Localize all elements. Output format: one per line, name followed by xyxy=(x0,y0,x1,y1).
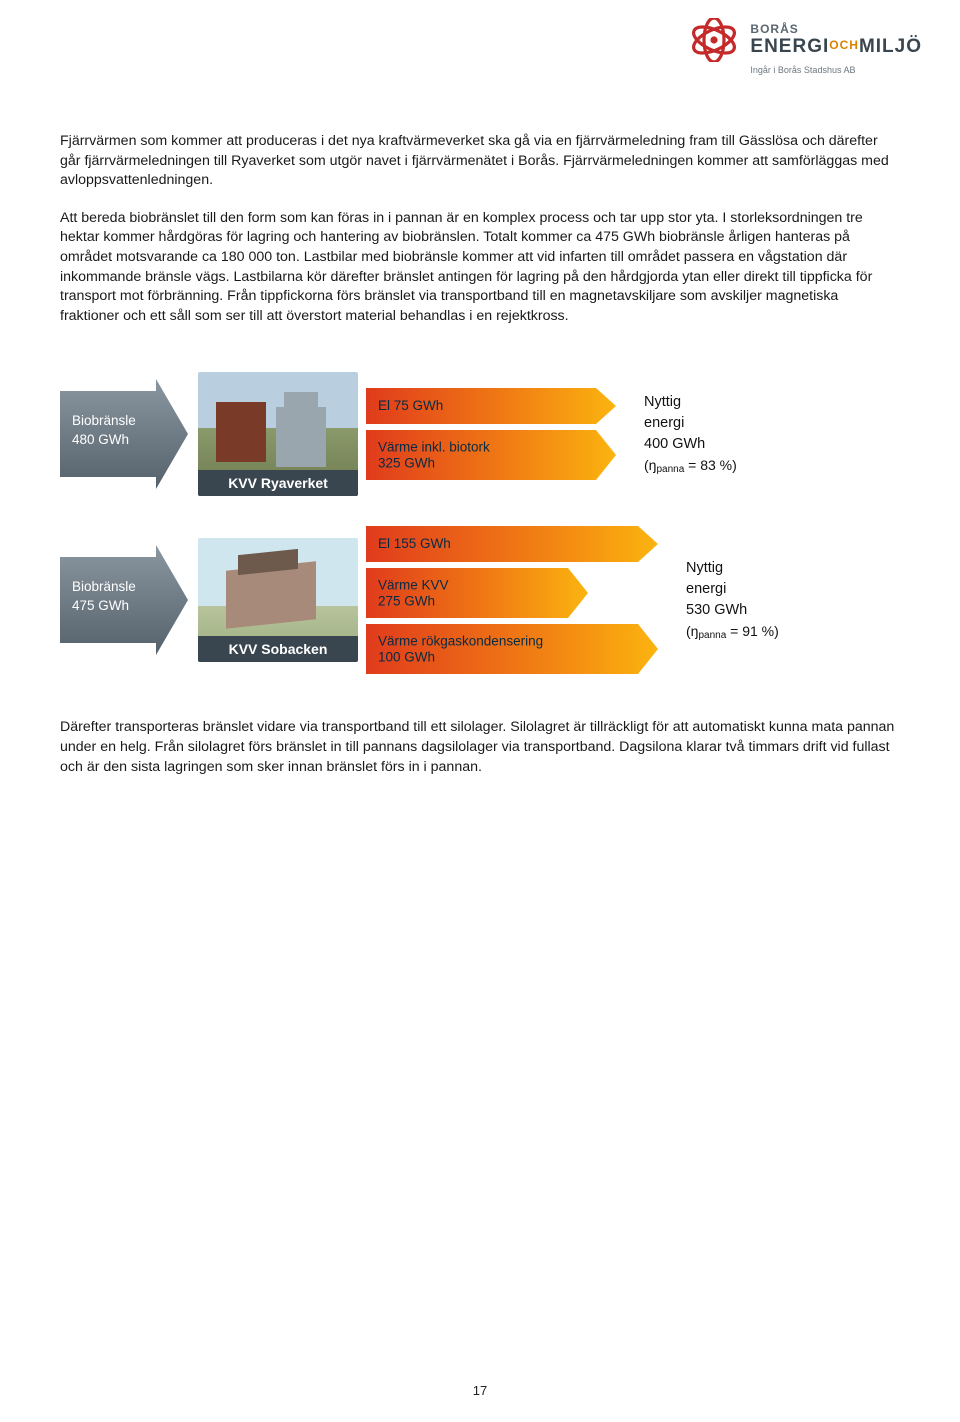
flow-row: Biobränsle475 GWh KVV Sobacken El 155 GWh… xyxy=(60,526,900,674)
brand-logo: BORÅS ENERGIOCHMILJÖ Ingår i Borås Stads… xyxy=(688,18,922,75)
body-text: Fjärrvärmen som kommer att produceras i … xyxy=(60,132,900,326)
output-arrow-label: Värme rökgaskondensering100 GWh xyxy=(378,634,543,665)
page-number: 17 xyxy=(0,1383,960,1398)
page: BORÅS ENERGIOCHMILJÖ Ingår i Borås Stads… xyxy=(0,0,960,1422)
paragraph-1: Fjärrvärmen som kommer att produceras i … xyxy=(60,132,900,191)
result-text: Nyttigenergi530 GWh(ŋpanna = 91 %) xyxy=(686,558,779,644)
brand-logo-line2: ENERGIOCHMILJÖ xyxy=(750,36,922,58)
result-text: Nyttigenergi400 GWh(ŋpanna = 83 %) xyxy=(644,392,737,478)
plant-image: KVV Ryaverket xyxy=(198,372,358,496)
output-arrow: Värme rökgaskondensering100 GWh xyxy=(366,624,658,674)
input-arrow: Biobränsle475 GWh xyxy=(60,545,188,655)
input-arrow: Biobränsle480 GWh xyxy=(60,379,188,489)
brand-logo-line1: BORÅS xyxy=(750,22,922,36)
output-arrows: El 155 GWh Värme KVV275 GWh Värme rökgas… xyxy=(366,526,658,674)
output-arrow-label: El 155 GWh xyxy=(378,537,451,553)
output-arrow-label: Värme inkl. biotork325 GWh xyxy=(378,440,490,471)
flow-row: Biobränsle480 GWh KVV Ryaverket El 75 GWh… xyxy=(60,372,900,496)
input-arrow-label: Biobränsle475 GWh xyxy=(72,578,136,614)
plant-caption: KVV Ryaverket xyxy=(198,470,358,496)
output-arrow-label: Värme KVV275 GWh xyxy=(378,578,449,609)
brand-logo-row: BORÅS ENERGIOCHMILJÖ xyxy=(688,18,922,62)
output-arrow: Värme KVV275 GWh xyxy=(366,568,588,618)
paragraph-3: Därefter transporteras bränslet vidare v… xyxy=(60,718,900,777)
plant-image: KVV Sobacken xyxy=(198,538,358,662)
brand-logo-mark xyxy=(688,18,740,62)
brand-logo-text: BORÅS ENERGIOCHMILJÖ xyxy=(750,22,922,58)
output-arrows: El 75 GWh Värme inkl. biotork325 GWh xyxy=(366,388,616,480)
output-arrow: El 155 GWh xyxy=(366,526,658,562)
plant-caption: KVV Sobacken xyxy=(198,636,358,662)
output-arrow-label: El 75 GWh xyxy=(378,399,443,415)
body-text-after: Därefter transporteras bränslet vidare v… xyxy=(60,718,900,777)
brand-logo-subtitle: Ingår i Borås Stadshus AB xyxy=(750,65,855,75)
output-arrow: El 75 GWh xyxy=(366,388,616,424)
energy-flow-diagram: Biobränsle480 GWh KVV Ryaverket El 75 GWh… xyxy=(60,372,900,674)
output-arrow: Värme inkl. biotork325 GWh xyxy=(366,430,616,480)
input-arrow-label: Biobränsle480 GWh xyxy=(72,412,136,448)
paragraph-2: Att bereda biobränslet till den form som… xyxy=(60,209,900,327)
